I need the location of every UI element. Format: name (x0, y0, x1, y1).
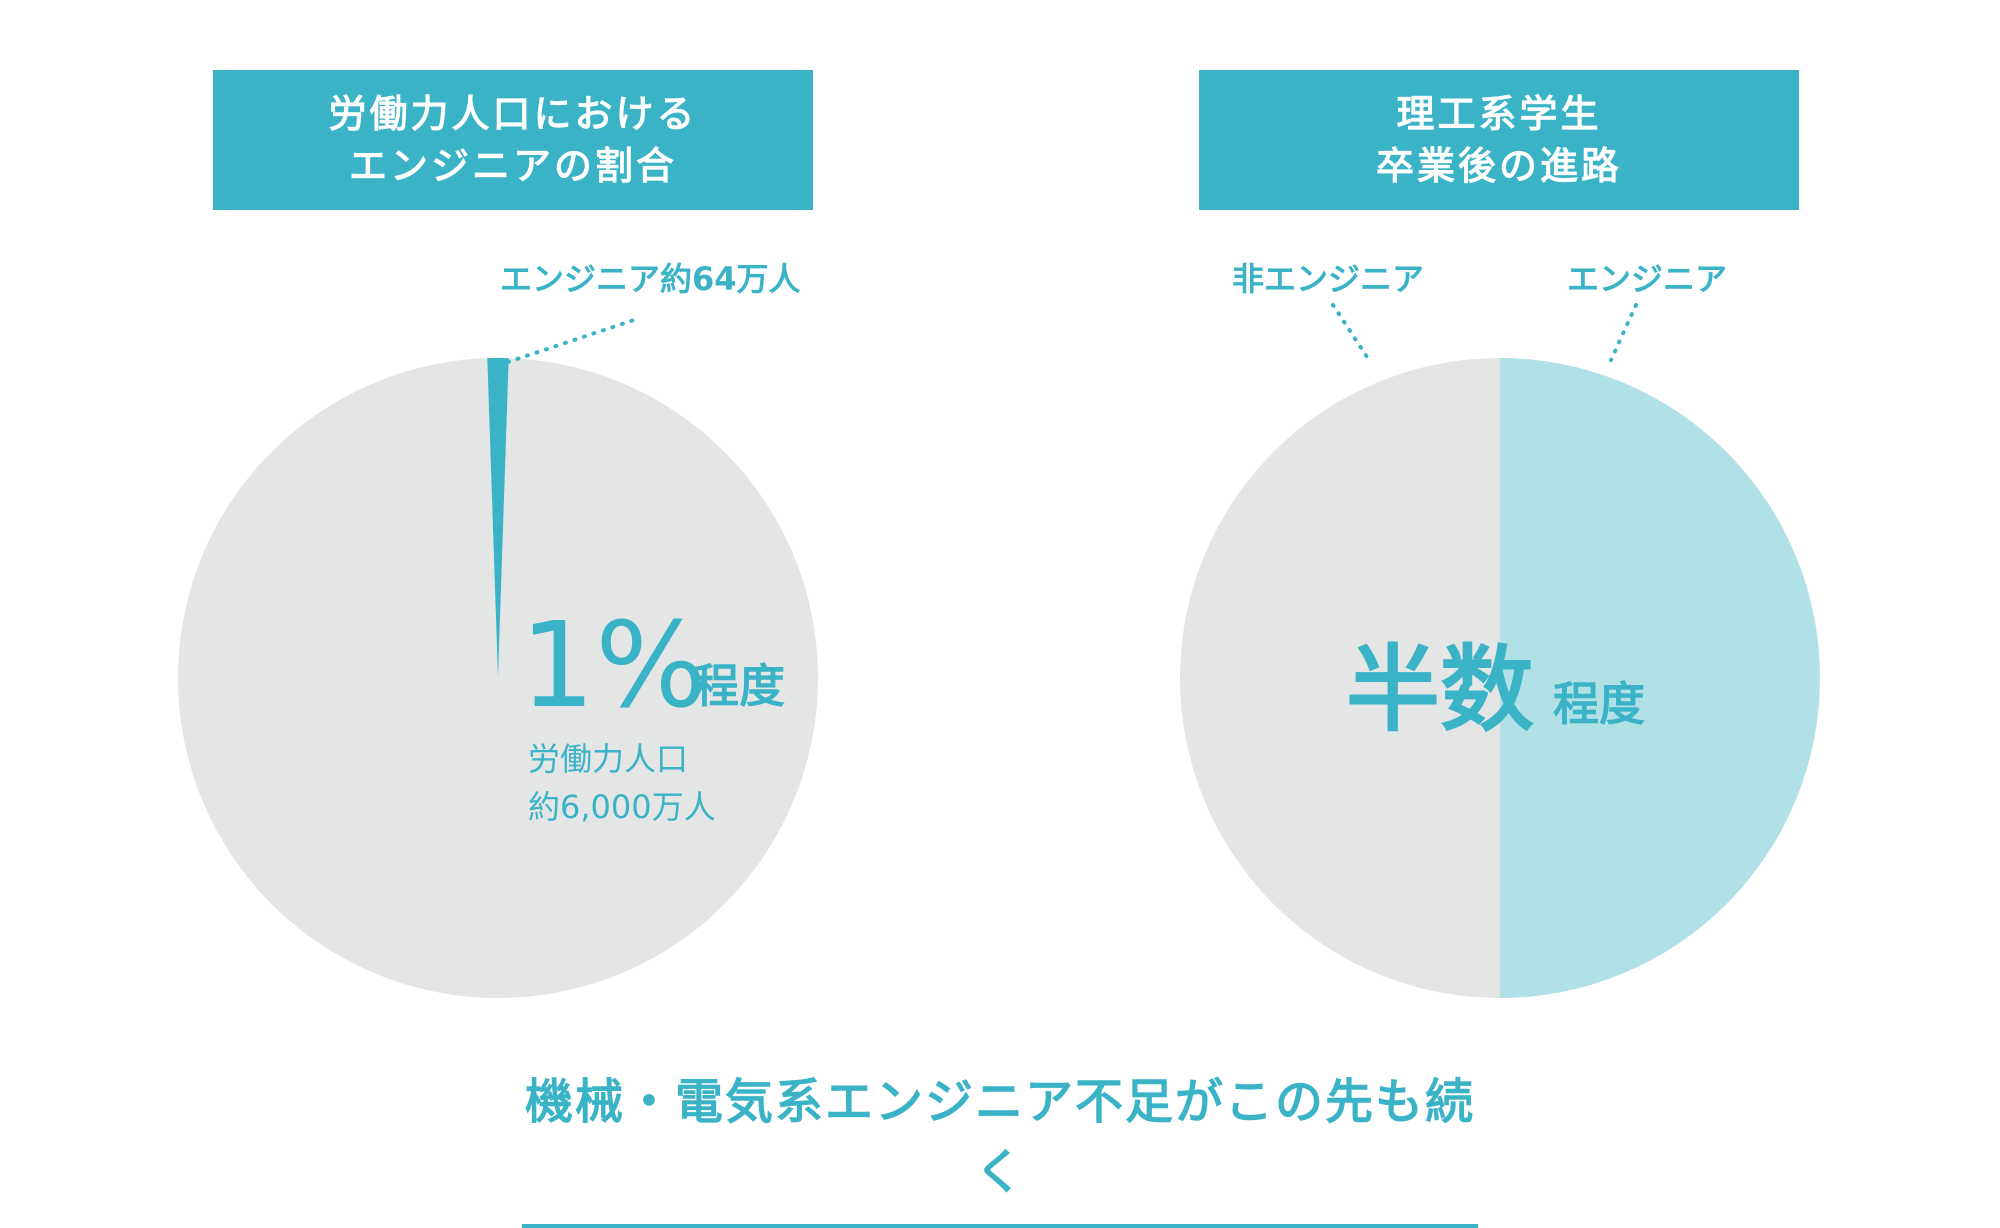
right-big-value: 半数 (1346, 636, 1534, 745)
left-slice-engineer (487, 358, 509, 678)
right-pie-chart: 非エンジニア エンジニア 半数 程度 (1180, 260, 1820, 998)
right-slice-engineer (1500, 358, 1820, 998)
right-engineer-label: エンジニア (1567, 260, 1727, 298)
left-sub-line-1: 労働力人口 (528, 740, 688, 778)
left-chart-header: 労働力人口における エンジニアの割合 (213, 70, 813, 210)
right-header-line-1: 理工系学生 (1396, 92, 1602, 136)
right-slice-non-engineer (1180, 358, 1500, 998)
left-slice-labor-force (177, 358, 818, 998)
right-non-engineer-label: 非エンジニア (1232, 260, 1424, 298)
left-sub-line-2: 約6,000万人 (528, 788, 716, 826)
left-big-value: 1% (520, 596, 707, 734)
left-pie-chart: エンジニア約64万人 1% 程度 労働力人口 約6,000万人 (177, 260, 818, 998)
right-header-line-2: 卒業後の進路 (1375, 144, 1622, 188)
left-big-suffix: 程度 (693, 659, 785, 713)
right-non-engineer-leader (1331, 303, 1371, 362)
left-callout-leader (506, 318, 636, 364)
conclusion-title: 機械・電気系エンジニア不足がこの先も続く (522, 1062, 1478, 1228)
right-chart-header: 理工系学生 卒業後の進路 (1199, 70, 1799, 210)
left-callout-label: エンジニア約64万人 (500, 260, 801, 298)
right-engineer-leader (1609, 303, 1638, 362)
left-header-line-2: エンジニアの割合 (348, 144, 677, 188)
left-header-line-1: 労働力人口における (328, 92, 698, 136)
right-big-suffix: 程度 (1553, 677, 1645, 731)
